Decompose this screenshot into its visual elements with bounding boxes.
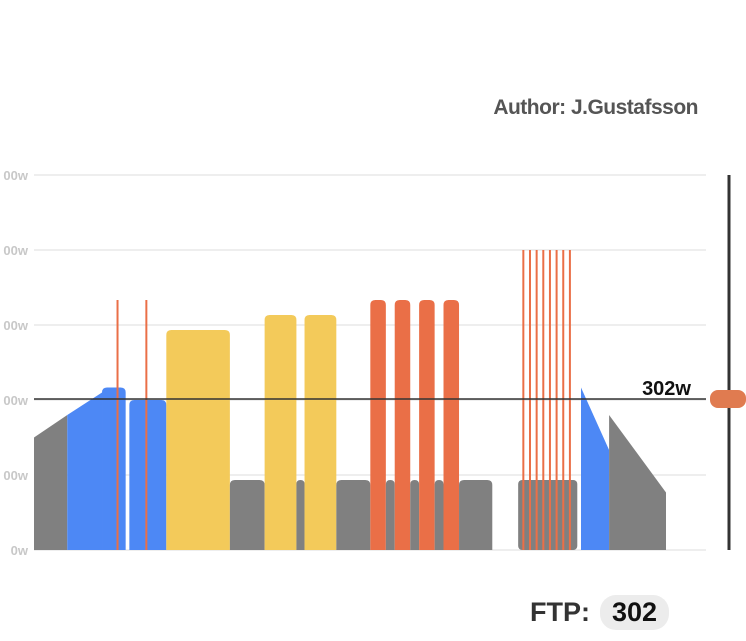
ftp-label: FTP: xyxy=(530,596,590,627)
segment-recovery xyxy=(459,480,493,550)
segment-endurance xyxy=(102,387,126,550)
ftp-value[interactable]: 302 xyxy=(600,594,670,630)
segment-recovery xyxy=(410,480,420,550)
segment-endurance xyxy=(580,387,610,550)
segment-recovery xyxy=(385,480,395,550)
ftp-line-label: 302w xyxy=(642,378,691,400)
y-tick-label: 0w xyxy=(11,543,29,558)
y-tick-label: 00w xyxy=(3,243,28,258)
segment-vo2 xyxy=(419,300,435,550)
segment-vo2 xyxy=(394,300,411,550)
segment-recovery xyxy=(336,480,371,550)
segment-recovery xyxy=(296,480,305,550)
ftp-slider-handle[interactable] xyxy=(710,390,746,408)
y-axis-ticks: 0w 00w 00w 00w 00w 00w xyxy=(3,168,28,558)
workout-segments xyxy=(34,300,666,550)
segment-tempo xyxy=(264,315,297,550)
segment-vo2 xyxy=(443,300,460,550)
segment-tempo xyxy=(304,315,337,550)
segment-recovery xyxy=(518,480,578,550)
segment-tempo xyxy=(166,330,230,550)
y-tick-label: 00w xyxy=(3,318,28,333)
y-tick-label: 00w xyxy=(3,393,28,408)
y-tick-label: 00w xyxy=(3,468,28,483)
ftp-display: FTP: 302 xyxy=(530,592,670,632)
y-tick-label: 00w xyxy=(3,168,28,183)
segment-recovery xyxy=(229,480,265,550)
segment-vo2 xyxy=(370,300,386,550)
segment-recovery xyxy=(34,415,68,550)
segment-endurance xyxy=(67,392,103,550)
segment-recovery xyxy=(434,480,444,550)
author-label: Author: J.Gustafsson xyxy=(493,96,698,119)
interval-spikes xyxy=(116,250,571,550)
segment-endurance xyxy=(129,400,167,550)
segment-recovery xyxy=(609,415,666,550)
